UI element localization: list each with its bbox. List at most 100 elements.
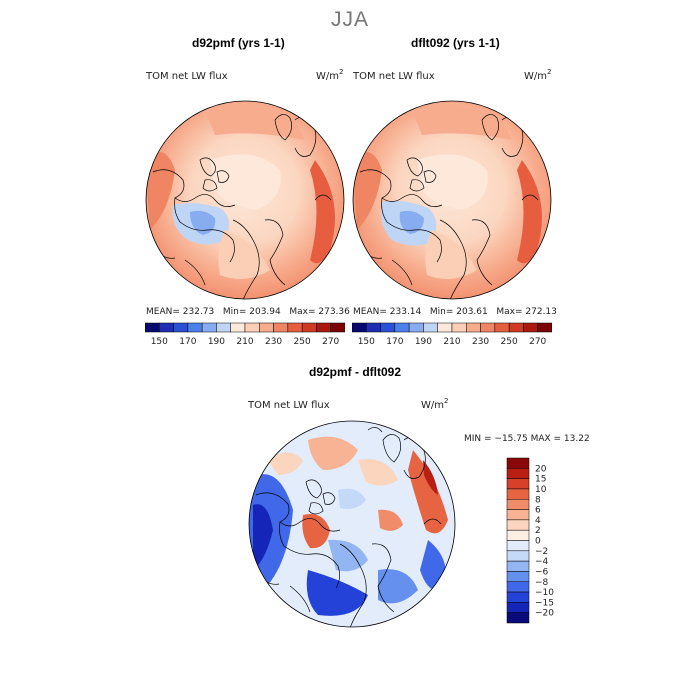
colorbar-swatch xyxy=(537,322,552,333)
colorbar-tick-label: 270 xyxy=(322,337,339,347)
colorbar-tick-label: 20 xyxy=(535,464,547,474)
colorbar-swatch xyxy=(506,509,530,521)
colorbar-swatch xyxy=(287,322,303,333)
panel-1-units: W/m2 xyxy=(316,68,344,82)
colorbar-swatch xyxy=(423,322,438,333)
diff-region-negative xyxy=(338,488,366,509)
colorbar-swatch xyxy=(494,322,510,333)
colorbar-swatch xyxy=(244,322,260,333)
map-region-mild xyxy=(425,230,477,279)
colorbar-swatch xyxy=(506,571,530,582)
panel-1-title: d92pmf (yrs 1-1) xyxy=(192,36,285,50)
colorbar-swatch xyxy=(506,581,530,593)
map-region-colder xyxy=(399,210,424,234)
colorbar-tick-label: −15 xyxy=(535,598,554,608)
colorbar-swatch xyxy=(506,519,530,531)
diff-map xyxy=(248,420,456,628)
colorbar-swatch xyxy=(301,322,317,333)
diff-region-strong-negative xyxy=(253,504,273,570)
colorbar-tick-label: 190 xyxy=(208,337,225,347)
colorbar-swatch xyxy=(451,322,467,333)
colorbar-tick-label: 15 xyxy=(535,475,546,485)
colorbar-swatch xyxy=(273,322,289,333)
diff-field-label: TOM net LW flux xyxy=(248,400,330,411)
colorbar-swatch xyxy=(145,322,160,333)
colorbar-swatch xyxy=(506,602,530,613)
panel-1-colorbar: 150170190210230250270290 xyxy=(145,322,345,347)
colorbar-tick-label: −8 xyxy=(535,578,549,588)
colorbar-tick-label: 250 xyxy=(294,337,311,347)
colorbar-swatch xyxy=(259,322,274,333)
colorbar-swatch xyxy=(506,457,530,469)
colorbar-tick-label: −20 xyxy=(535,609,554,619)
panel-2-colorbar: 150170190210230250270290 xyxy=(352,322,552,347)
colorbar-tick-label: 6 xyxy=(535,506,541,516)
diff-region-strong-positive xyxy=(423,460,438,495)
colorbar-swatch xyxy=(506,488,530,500)
diff-minmax: MIN = −15.75 MAX = 13.22 xyxy=(464,434,590,444)
colorbar-swatch xyxy=(316,322,331,333)
colorbar-tick-label: −4 xyxy=(535,557,549,567)
colorbar-tick-label: 250 xyxy=(501,337,518,347)
colorbar-swatch xyxy=(506,529,530,541)
colorbar-swatch xyxy=(506,540,530,552)
colorbar-tick-label: 150 xyxy=(358,337,375,347)
colorbar-swatch xyxy=(506,550,530,562)
colorbar-swatch xyxy=(330,322,345,333)
map-region-mild xyxy=(218,230,270,279)
colorbar-swatch xyxy=(187,322,203,333)
colorbar-swatch xyxy=(201,322,217,333)
coastlines xyxy=(255,427,442,627)
map-region-colder xyxy=(190,210,216,235)
coastlines xyxy=(359,114,539,299)
colorbar-tick-label: −6 xyxy=(535,567,549,577)
panel-2-map xyxy=(352,100,552,300)
colorbar-tick-label: 170 xyxy=(179,337,196,347)
page-title: JJA xyxy=(330,8,369,31)
colorbar-swatch xyxy=(216,322,231,333)
colorbar-swatch xyxy=(506,478,530,490)
colorbar-tick-label: 8 xyxy=(535,495,541,505)
colorbar-swatch xyxy=(352,322,367,333)
colorbar-swatch xyxy=(230,322,246,333)
colorbar-swatch xyxy=(508,322,524,333)
colorbar-swatches xyxy=(506,457,530,624)
colorbar-tick-label: 10 xyxy=(535,485,547,495)
colorbar-swatch xyxy=(506,612,530,624)
colorbar-swatch xyxy=(437,322,453,333)
diff-region-positive xyxy=(358,459,398,486)
colorbar-tick-label: 210 xyxy=(443,337,460,347)
colorbar-swatch xyxy=(506,468,530,479)
colorbar-swatch xyxy=(380,322,396,333)
coastlines xyxy=(152,114,332,299)
panel-2-stats: MEAN= 233.14 Min= 203.61 Max= 272.13 xyxy=(353,307,557,317)
colorbar-swatch xyxy=(394,322,410,333)
diff-region-positive xyxy=(408,450,448,534)
map-region-hot xyxy=(310,160,335,264)
colorbar-tick-label: −2 xyxy=(535,547,548,557)
diff-region-positive xyxy=(302,514,330,549)
panel-1-map xyxy=(145,100,345,300)
panel-1-field-label: TOM net LW flux xyxy=(146,71,228,82)
map-border xyxy=(352,100,552,300)
colorbar-tick-label: 270 xyxy=(529,337,546,347)
panel-2-field-label: TOM net LW flux xyxy=(353,71,435,82)
colorbar-swatch xyxy=(366,322,381,333)
diff-region-positive xyxy=(378,509,403,531)
diff-units: W/m2 xyxy=(421,397,449,411)
diff-region-positive xyxy=(268,452,303,475)
colorbar-swatch xyxy=(466,322,481,333)
colorbar-swatch xyxy=(506,560,530,572)
colorbar-swatch xyxy=(480,322,496,333)
map-region-hot xyxy=(517,160,542,264)
colorbar-tick-label: 190 xyxy=(415,337,432,347)
panel-2-title: dflt092 (yrs 1-1) xyxy=(411,36,500,50)
diff-region-positive xyxy=(308,436,358,470)
colorbar-swatches xyxy=(145,322,345,333)
colorbar-swatch xyxy=(506,591,530,603)
colorbar-tick-label: 0 xyxy=(535,537,541,547)
diff-region-negative xyxy=(328,539,368,572)
panel-2-units: W/m2 xyxy=(524,68,552,82)
diff-title: d92pmf - dflt092 xyxy=(309,365,402,379)
